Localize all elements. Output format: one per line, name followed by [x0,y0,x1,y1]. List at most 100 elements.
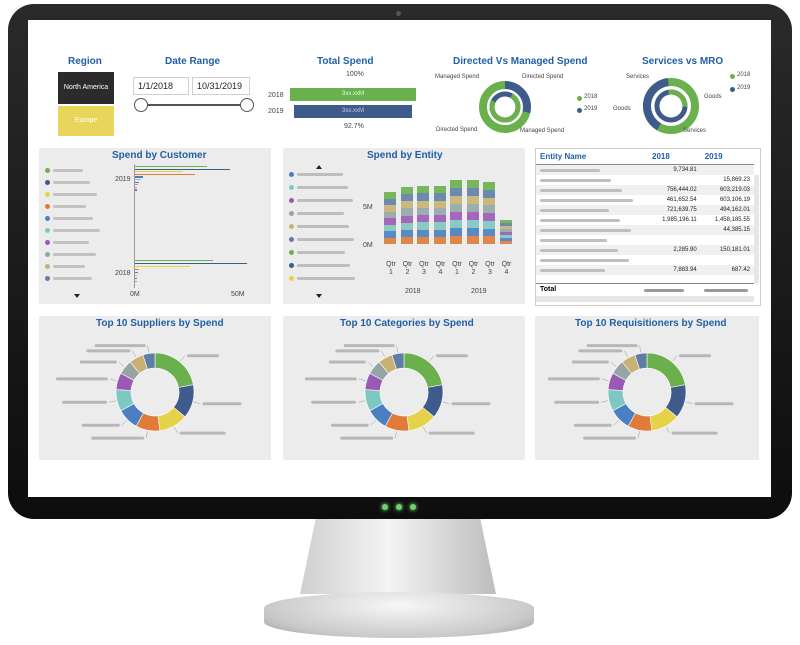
end-date-input[interactable]: 10/31/2019 [192,77,250,95]
slice-label [583,436,637,440]
leader-line [666,426,670,434]
date-slider-end-handle[interactable] [240,98,254,112]
scroll-down-icon[interactable] [74,294,80,298]
table-row[interactable] [536,255,754,265]
date-slider-track [140,104,246,106]
stack-segment [466,196,479,204]
donut-slice[interactable] [646,352,686,388]
table-row[interactable]: 461,652.54 603,106.19 [536,195,754,205]
quarter-tick: Qtr 3 [419,261,429,276]
legend-item[interactable] [53,277,92,280]
table-row[interactable]: 7,883.94 687.42 [536,265,754,275]
legend-item[interactable] [53,229,100,232]
vertical-scrollbar[interactable] [754,175,759,283]
legend-dot [289,237,294,242]
table-row[interactable]: 15,869.23 [536,175,754,185]
table-row[interactable]: 44,385.15 [536,225,754,235]
region-north-america[interactable]: North America [58,72,114,104]
value-2018-cell: 9,734.81 [673,167,697,173]
bar-2018 [135,269,139,271]
stack-segment [433,186,446,194]
stack-segment [400,208,413,216]
date-slider-start-handle[interactable] [134,98,148,112]
stack-segment [417,229,429,237]
stack-segment [450,236,462,244]
directed-managed-title: Directed Vs Managed Spend [453,56,588,67]
start-date-input[interactable]: 1/1/2018 [133,77,189,95]
legend-item[interactable] [53,193,97,196]
leader-line [174,426,178,434]
table-row[interactable] [536,235,754,245]
stack-segment [499,232,512,235]
table-row[interactable]: 1,985,196.11 1,458,185.55 [536,215,754,225]
col-entity-name[interactable]: Entity Name [540,152,587,161]
legend-item[interactable] [297,277,355,280]
slice-label [678,354,711,358]
stack-segment [400,187,413,195]
table-row[interactable]: 9,734.81 [536,164,754,175]
stack-segment [417,215,429,223]
leader-line [145,431,148,439]
slice-label [547,377,600,381]
stack-segment [466,228,479,236]
entity-name-value [540,178,611,182]
legend-item[interactable] [297,186,348,189]
quarter-tick: Qtr 4 [501,261,512,276]
dm-legend-2018: 2018 [584,94,598,100]
year-2018-label: 2018 [115,270,131,277]
legend-item[interactable] [53,253,96,256]
table-row[interactable]: 2,285.90 150,181.01 [536,245,754,255]
legend-item[interactable] [53,241,89,244]
table-row[interactable]: 756,444.02 603,219.03 [536,185,754,195]
stack-segment [499,241,512,244]
legend-item[interactable] [297,212,344,215]
legend-item[interactable] [53,205,86,208]
value-2018-cell: 7,883.94 [673,267,697,273]
total-spend-bar-2019: 3xx.xxM [294,105,412,118]
stack-segment [417,200,429,208]
legend-item[interactable] [297,251,345,254]
horizontal-scrollbar[interactable] [536,296,754,302]
legend-item[interactable] [53,181,90,184]
col-2019[interactable]: 2019 [704,152,723,161]
leader-line [121,420,127,426]
top-suppliers-title: Top 10 Suppliers by Spend [96,318,224,329]
leader-line [147,345,149,353]
stack-segment [466,220,479,228]
stack-segment [499,223,512,226]
stack-segment [417,207,429,215]
scroll-up-icon[interactable] [316,165,322,169]
legend-item[interactable] [297,225,349,228]
legend-item[interactable] [297,199,353,202]
entity-name-cell [536,255,648,265]
legend-item[interactable] [297,173,343,176]
donut-slice[interactable] [634,352,648,370]
donut-slice[interactable] [391,352,405,370]
entity-name-cell [536,235,648,245]
legend-item[interactable] [53,217,93,220]
entity-name-value [540,208,609,212]
entity-table[interactable]: Entity Name 2018 2019 9,734.81 15,869.23 7… [535,148,761,306]
table-row[interactable]: 721,639.75 494,162.01 [536,205,754,215]
legend-dot [45,264,50,269]
stack-segment [450,196,462,204]
quarter-tick: Qtr 2 [402,261,413,276]
donut-slice[interactable] [403,352,443,388]
legend-item[interactable] [53,169,83,172]
entity-name-cell [536,225,648,235]
legend-dot [45,240,50,245]
y-tick-5m: 5M [363,204,373,211]
stack-segment [417,236,429,244]
legend-item[interactable] [297,264,350,267]
stack-segment [433,193,446,201]
legend-item[interactable] [297,238,354,241]
donut-slice[interactable] [142,352,156,370]
bar-2019 [135,166,207,168]
col-2018[interactable]: 2018 [652,152,670,161]
donut-slice[interactable] [154,352,194,388]
legend-dot [289,250,294,255]
scroll-down-icon[interactable] [316,294,322,298]
region-europe[interactable]: Europe [58,106,114,136]
stack-segment [433,200,446,208]
legend-item[interactable] [53,265,85,268]
